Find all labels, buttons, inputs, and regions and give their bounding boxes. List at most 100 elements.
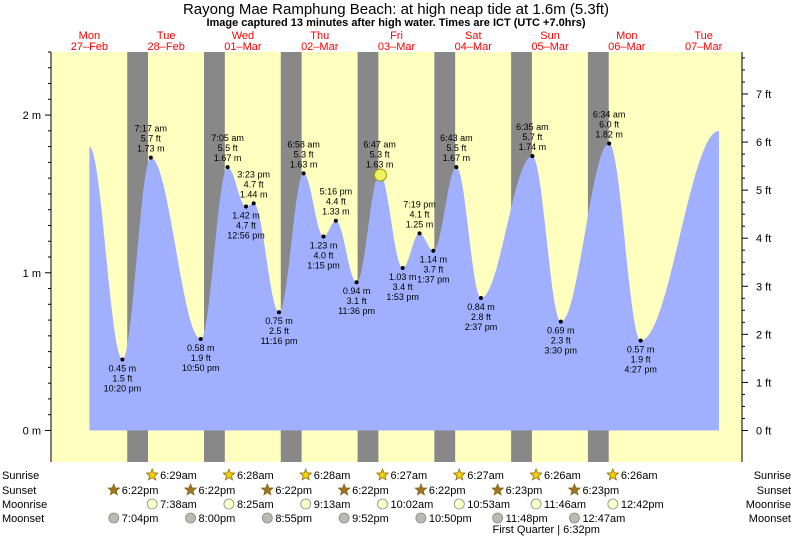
row-time: 6:22pm [275,485,312,497]
sunset-icon [107,483,121,496]
sunrise-icon [299,468,313,481]
row-time: 6:28am [237,470,274,482]
row-time: 10:50pm [429,513,472,525]
moonrise-icon [146,498,158,510]
sunrise-icon [145,468,159,481]
sunrise-icon [606,468,620,481]
high-tide-label: 1.25 m [406,219,434,229]
left-axis-label: 0 m [23,425,41,437]
high-tide-label: 5.7 ft [522,132,543,142]
low-tide-label: 11:36 pm [338,306,375,316]
right-axis-label: 2 ft [756,329,771,341]
day-date: 28–Feb [148,41,185,53]
row-label-right: Sunset [757,485,791,497]
low-tide-label: 1.5 ft [112,374,133,384]
row-time: 6:23pm [506,485,543,497]
sunset-icon [260,483,274,496]
low-tide-label: 1.23 m [310,241,338,251]
low-tide-label: 3.1 ft [347,296,368,306]
day-date: 04–Mar [455,41,493,53]
current-tide-marker [373,168,387,182]
day-of-week: Sat [465,30,482,42]
low-tide-label: 10:20 pm [104,384,142,394]
day-date: 07–Mar [685,41,723,53]
tide-point [198,337,203,341]
high-tide-label: 5.7 ft [141,134,162,144]
low-tide-label: 11:16 pm [261,336,298,346]
low-tide-label: 3.4 ft [393,282,414,292]
high-tide-label: 4.4 ft [326,197,347,207]
high-tide-label: 1.44 m [240,189,268,199]
chart-subtitle: Image captured 13 minutes after high wat… [206,17,585,29]
high-tide-label: 6:34 am [593,109,626,119]
tide-point [277,310,282,315]
high-tide-label: 7:19 pm [403,199,436,209]
day-of-week: Mon [616,30,637,42]
high-tide-label: 5.5 ft [446,143,467,153]
low-tide-label: 4.7 ft [236,221,257,231]
low-tide-label: 4.0 ft [314,251,335,261]
high-tide-label: 4.1 ft [410,209,431,219]
row-time: 6:22pm [122,485,159,497]
day-of-week: Tue [157,30,176,42]
row-time: 6:22pm [352,485,389,497]
row-time: 6:28am [314,470,351,482]
row-label-right: Moonset [749,513,791,525]
row-time: 11:46am [544,499,586,511]
day-date: 05–Mar [531,41,569,53]
row-time: 9:52pm [352,513,389,525]
moonrise-icon [607,498,619,510]
row-time: 6:26am [544,470,581,482]
high-tide-label: 1.67 m [443,153,471,163]
row-time: 9:13am [314,499,351,511]
tide-point [558,319,563,324]
right-axis-label: 4 ft [756,233,771,245]
high-tide-label: 5:16 pm [320,187,353,197]
moon-phase-label: First Quarter | 6:32pm [492,524,599,536]
high-tide-label: 6:47 am [363,139,396,149]
day-date: 01–Mar [224,41,262,53]
low-tide-label: 0.84 m [467,302,495,312]
row-time: 6:22pm [429,485,466,497]
row-time: 6:23pm [582,485,619,497]
moonset-icon [338,512,350,524]
row-time: 6:27am [467,470,504,482]
moonset-icon [261,512,273,524]
row-time: 12:47am [582,513,625,525]
low-tide-label: 1:53 pm [386,292,419,302]
row-time: 10:53am [467,499,510,511]
tide-point [333,218,338,223]
low-tide-label: 3.7 ft [423,265,444,275]
low-tide-label: 2:37 pm [465,322,498,332]
row-time: 8:00pm [199,513,236,525]
row-label-right: Moonrise [746,499,791,511]
day-date: 27–Feb [71,41,108,53]
row-label-right: Sunrise [754,470,791,482]
low-tide-label: 1:15 pm [307,261,340,271]
high-tide-label: 7:05 am [211,133,244,143]
row-time: 11:48pm [506,513,548,525]
moonrise-icon [377,498,388,510]
right-axis-label: 5 ft [756,185,771,197]
day-date: 06–Mar [608,41,646,53]
high-tide-label: 5.3 ft [370,149,391,159]
tide-point [251,201,256,206]
low-tide-label: 1.14 m [420,255,448,265]
row-time: 12:42pm [621,499,664,511]
moonset-icon [185,512,196,524]
sunrise-icon [529,468,543,481]
tide-point [454,165,459,170]
low-tide-label: 4:27 pm [624,365,657,375]
day-of-week: Mon [79,30,100,42]
low-tide-label: 2.8 ft [471,312,492,322]
high-tide-label: 1.63 m [290,159,318,169]
low-tide-label: 10:50 pm [182,363,220,373]
row-time: 6:29am [160,470,197,482]
tide-point [148,155,153,160]
sunset-icon [414,483,428,496]
day-of-week: Sun [540,30,560,42]
tide-point [321,234,326,239]
day-of-week: Thu [310,30,329,42]
